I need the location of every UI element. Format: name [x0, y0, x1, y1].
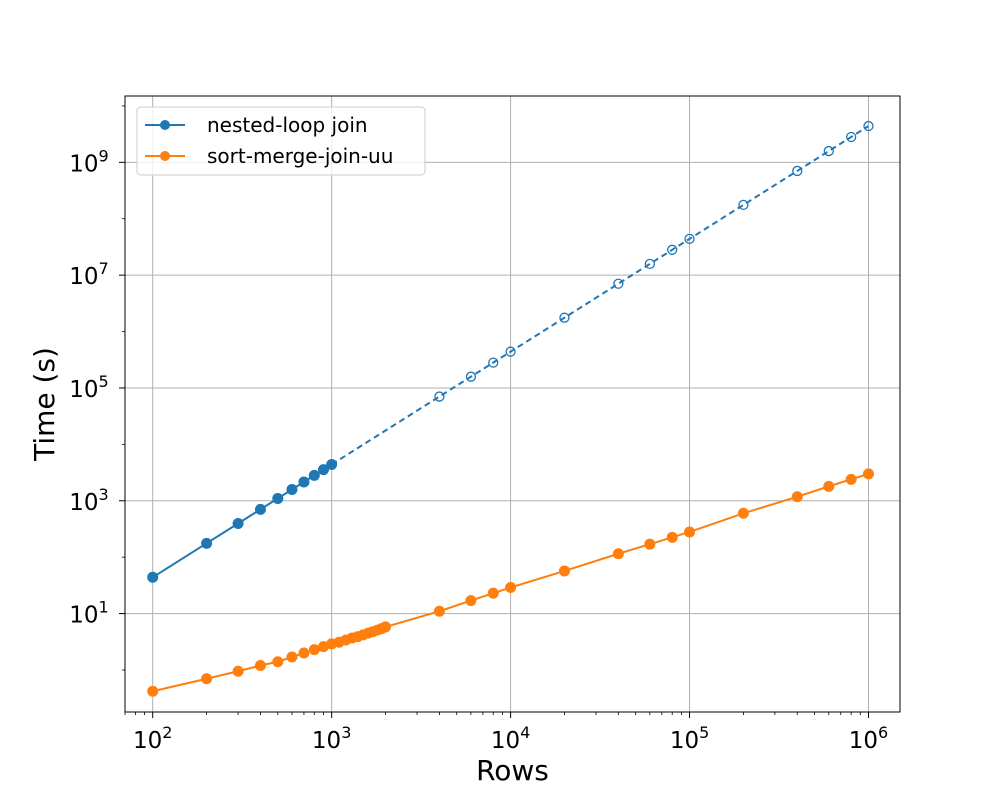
data-point-extrapolated [465, 371, 477, 382]
legend-swatch-marker [160, 151, 170, 161]
y-tick-label: 103 [69, 485, 108, 516]
x-tick-label: 102 [133, 723, 172, 754]
data-point-extrapolated [863, 120, 874, 132]
x-tick-label: 106 [849, 723, 888, 754]
data-point-extrapolated [792, 165, 803, 177]
data-point [862, 468, 874, 480]
data-point [298, 647, 310, 659]
data-point-extrapolated [613, 278, 624, 289]
data-point-extrapolated [845, 131, 857, 143]
grid [125, 96, 900, 712]
data-point [147, 571, 159, 583]
data-point [286, 484, 298, 496]
data-point-extrapolated [488, 357, 499, 368]
data-point-extrapolated [684, 233, 695, 245]
data-point-extrapolated [434, 391, 445, 402]
x-tick-label: 105 [670, 723, 709, 754]
data-point [791, 491, 803, 503]
data-point-extrapolated [738, 199, 749, 211]
y-axis-title: Time (s) [28, 347, 61, 462]
x-tick-label: 104 [491, 723, 530, 754]
data-point [326, 458, 338, 470]
data-point [272, 656, 284, 668]
series-line-extrapolated [331, 125, 870, 466]
data-point-extrapolated [559, 312, 570, 323]
legend-entry: sort-merge-join-uu [145, 144, 393, 168]
legend-label: nested-loop join [207, 113, 368, 137]
data-point [298, 476, 310, 488]
data-point [487, 587, 499, 599]
y-tick-label: 105 [69, 372, 108, 403]
tick-labels: 102 103 104 105 106 101 103 105 107 109 [69, 146, 888, 754]
legend-label: sort-merge-join-uu [207, 144, 393, 168]
y-tick-label: 109 [69, 146, 108, 177]
legend-entries: nested-loop join sort-merge-join-uu [145, 113, 393, 168]
data-point [612, 548, 624, 560]
data-point [254, 660, 266, 672]
data-point [465, 595, 477, 607]
y-tick-label: 101 [69, 598, 108, 629]
data-point [286, 651, 298, 663]
data-point [272, 492, 284, 504]
data-point [737, 507, 749, 519]
data-point [558, 565, 570, 577]
data-point [232, 665, 244, 677]
data-point [201, 537, 213, 549]
data-point-extrapolated [667, 244, 678, 255]
data-point [644, 538, 656, 550]
data-point [666, 531, 678, 543]
legend-swatch-marker [160, 120, 170, 130]
series-layer [147, 120, 874, 697]
legend: nested-loop join sort-merge-join-uu [136, 106, 426, 176]
data-point [317, 464, 329, 476]
data-point [505, 582, 517, 594]
data-point [845, 473, 857, 485]
data-point [201, 673, 213, 685]
series-0 [147, 120, 874, 583]
plot-frame [124, 95, 901, 713]
data-point [308, 644, 320, 656]
series-1 [147, 468, 874, 697]
data-point-extrapolated [505, 346, 516, 357]
data-point-extrapolated [644, 258, 655, 270]
data-point [254, 503, 266, 515]
data-point-extrapolated [823, 145, 834, 157]
data-point [147, 685, 159, 697]
data-point [684, 526, 696, 538]
x-tick-label: 103 [312, 723, 351, 754]
data-point [433, 605, 445, 617]
x-axis-title: Rows [476, 754, 549, 787]
data-point [308, 469, 320, 481]
legend-box [136, 106, 426, 176]
data-point [232, 517, 244, 529]
y-tick-label: 107 [69, 259, 108, 290]
ticks [119, 105, 869, 718]
data-point [380, 621, 392, 633]
data-point [823, 480, 835, 492]
legend-entry: nested-loop join [145, 113, 368, 137]
